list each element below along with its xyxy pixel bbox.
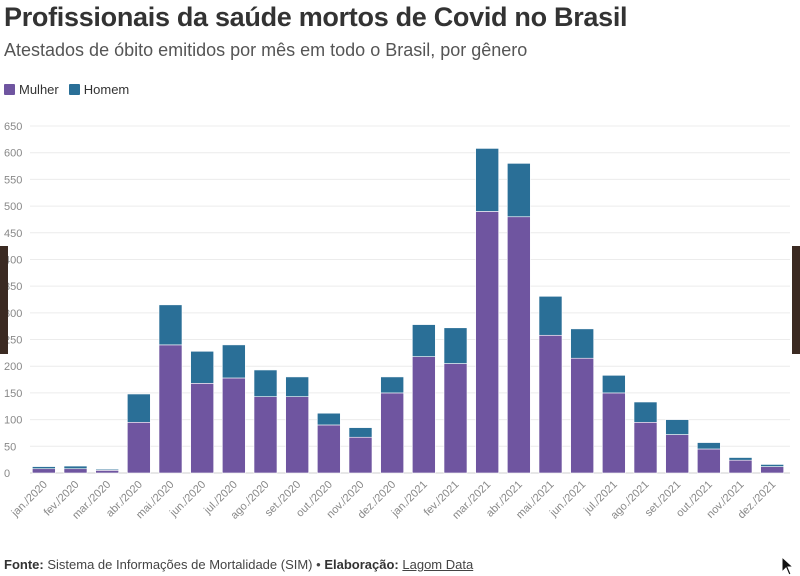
mouse-cursor-icon [781,556,795,576]
bar-homem[interactable] [760,464,784,467]
bar-mulher[interactable] [633,421,658,474]
y-tick-label: 200 [4,361,22,373]
bar-homem[interactable] [507,163,531,218]
bar-mulher[interactable] [760,466,784,474]
y-tick-label: 500 [4,201,22,213]
bar-homem[interactable] [665,419,689,435]
bar-homem[interactable] [443,327,468,364]
bar-mulher[interactable] [380,392,404,474]
legend-label-mulher: Mulher [19,82,59,97]
bar-homem[interactable] [570,328,594,359]
source-bullet: • [316,557,321,572]
bar-mulher[interactable] [222,377,246,474]
y-tick-label: 550 [4,174,22,186]
y-tick-label: 100 [4,415,22,427]
bar-homem[interactable] [253,369,278,397]
x-tick-label: jan./2020 [9,479,50,520]
y-tick-label: 150 [4,388,22,400]
bar-mulher[interactable] [158,344,183,474]
bar-homem[interactable] [697,442,721,450]
bar-mulher[interactable] [728,459,753,474]
bar-homem[interactable] [380,376,404,394]
bar-mulher[interactable] [570,357,594,474]
bar-homem[interactable] [95,468,119,471]
y-tick-label: 400 [4,254,22,266]
bar-homem[interactable] [190,350,214,384]
legend-swatch-homem [68,84,80,95]
bar-mulher[interactable] [127,421,151,474]
bar-mulher[interactable] [538,334,563,474]
bar-homem[interactable] [222,344,246,379]
source-note: Fonte: Sistema de Informações de Mortali… [4,557,473,572]
bar-mulher[interactable] [190,383,214,474]
bar-homem[interactable] [63,465,88,470]
bar-homem[interactable] [158,304,183,346]
credit-link[interactable]: Lagom Data [402,557,474,572]
bar-mulher[interactable] [348,436,373,474]
y-tick-label: 350 [4,281,22,293]
bar-mulher[interactable] [285,396,309,474]
bar-mulher[interactable] [95,470,119,474]
bar-homem[interactable] [32,466,56,470]
source-label: Fonte: [4,557,44,572]
bar-homem[interactable] [633,401,658,423]
bar-homem[interactable] [538,295,563,336]
bar-homem[interactable] [412,324,436,357]
legend-swatch-mulher [4,84,15,95]
y-tick-label: 450 [4,228,22,240]
bar-mulher[interactable] [412,356,436,474]
y-tick-label: 250 [4,335,22,347]
credit-label: Elaboração: [324,557,399,572]
bar-homem[interactable] [602,375,626,394]
bar-mulher[interactable] [253,396,278,474]
bar-mulher[interactable] [443,363,468,474]
stacked-bar-chart: 0 50 100 150 200 250 300 350 400 450 500 550 600 650 j… [4,121,790,522]
bar-mulher[interactable] [475,211,499,474]
bar-mulher[interactable] [317,424,341,474]
chart-legend: Mulher Homem [4,82,129,97]
left-side-tab[interactable] [0,246,8,354]
bar-mulher[interactable] [697,448,721,474]
source-text: Sistema de Informações de Mortalidade (S… [47,557,313,572]
bar-homem[interactable] [285,376,309,397]
bar-mulher[interactable] [602,392,626,474]
bar-mulher[interactable] [507,216,531,474]
y-tick-label: 50 [4,441,16,453]
bar-homem[interactable] [127,393,151,423]
bar-homem[interactable] [317,412,341,426]
chart-subtitle: Atestados de óbito emitidos por mês em t… [4,40,528,60]
y-tick-label: 0 [4,468,10,480]
bar-mulher[interactable] [63,468,88,474]
bar-homem[interactable] [728,457,753,461]
legend-item-homem: Homem [68,82,130,97]
bar-homem[interactable] [348,427,373,438]
bar-mulher[interactable] [32,468,56,474]
right-side-tab[interactable] [792,246,800,354]
bar-homem[interactable] [475,148,499,212]
chart-title: Profissionais da saúde mortos de Covid n… [4,2,628,32]
legend-item-mulher: Mulher [4,82,59,97]
y-tick-label: 300 [4,308,22,320]
legend-label-homem: Homem [83,82,130,97]
bar-mulher[interactable] [665,434,689,474]
y-tick-label: 600 [4,148,22,160]
y-tick-label: 650 [4,121,22,133]
